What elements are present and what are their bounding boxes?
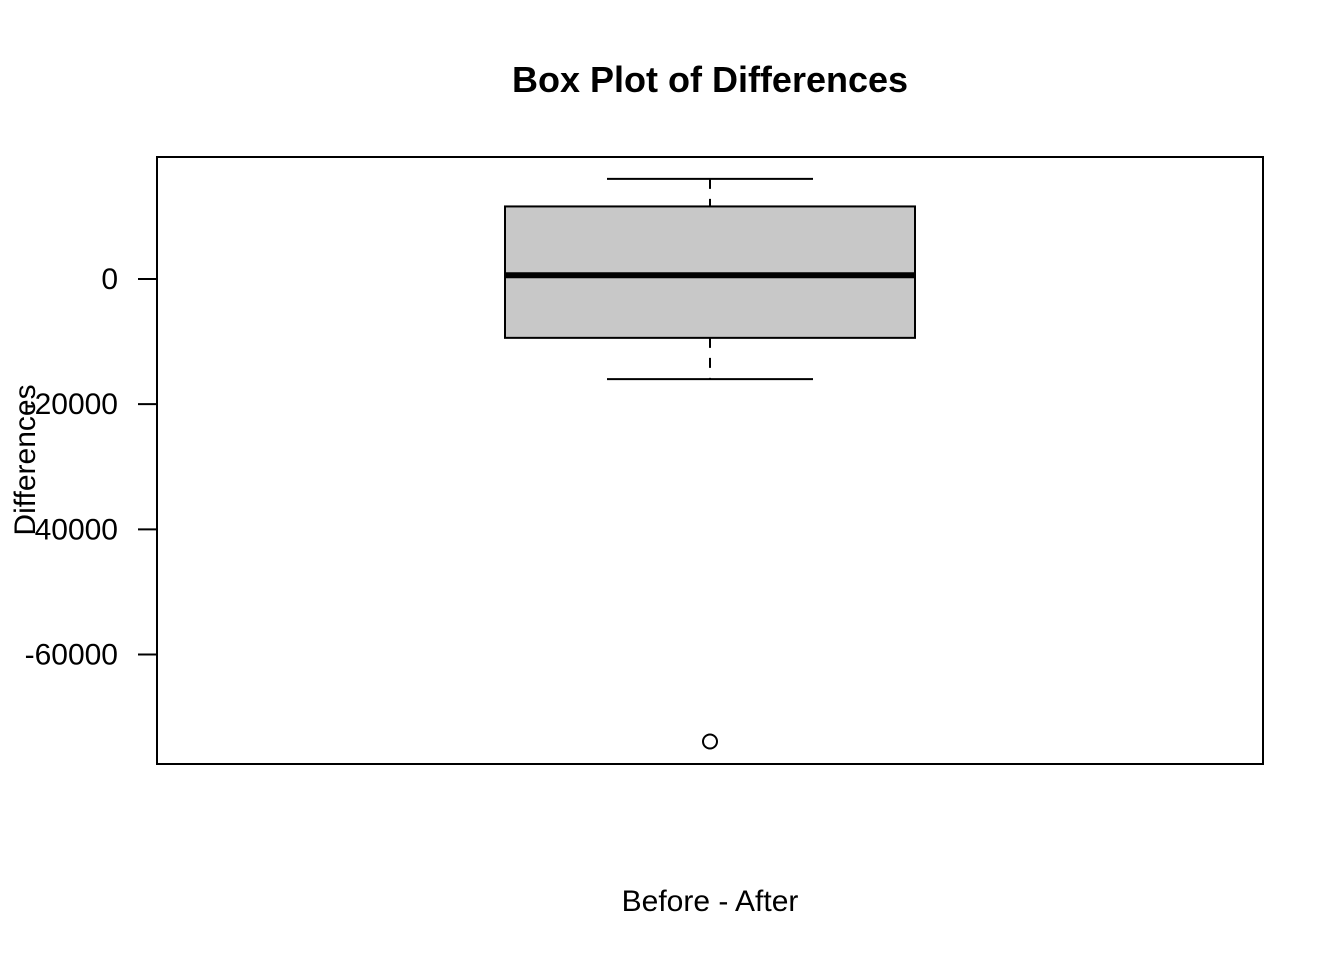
chart-title: Box Plot of Differences [512, 59, 908, 100]
y-axis: 0 -20000 -40000 -60000 [25, 263, 158, 671]
x-axis-label: Before - After [622, 885, 799, 918]
y-tick-label: -40000 [25, 513, 118, 546]
y-tick-label: -20000 [25, 388, 118, 421]
y-tick-label: -60000 [25, 638, 118, 671]
iqr-box [504, 205, 916, 339]
y-axis-label: Differences [9, 384, 42, 535]
y-tick-label: 0 [101, 263, 118, 296]
outlier-point [702, 733, 718, 750]
box-plot [504, 177, 916, 750]
